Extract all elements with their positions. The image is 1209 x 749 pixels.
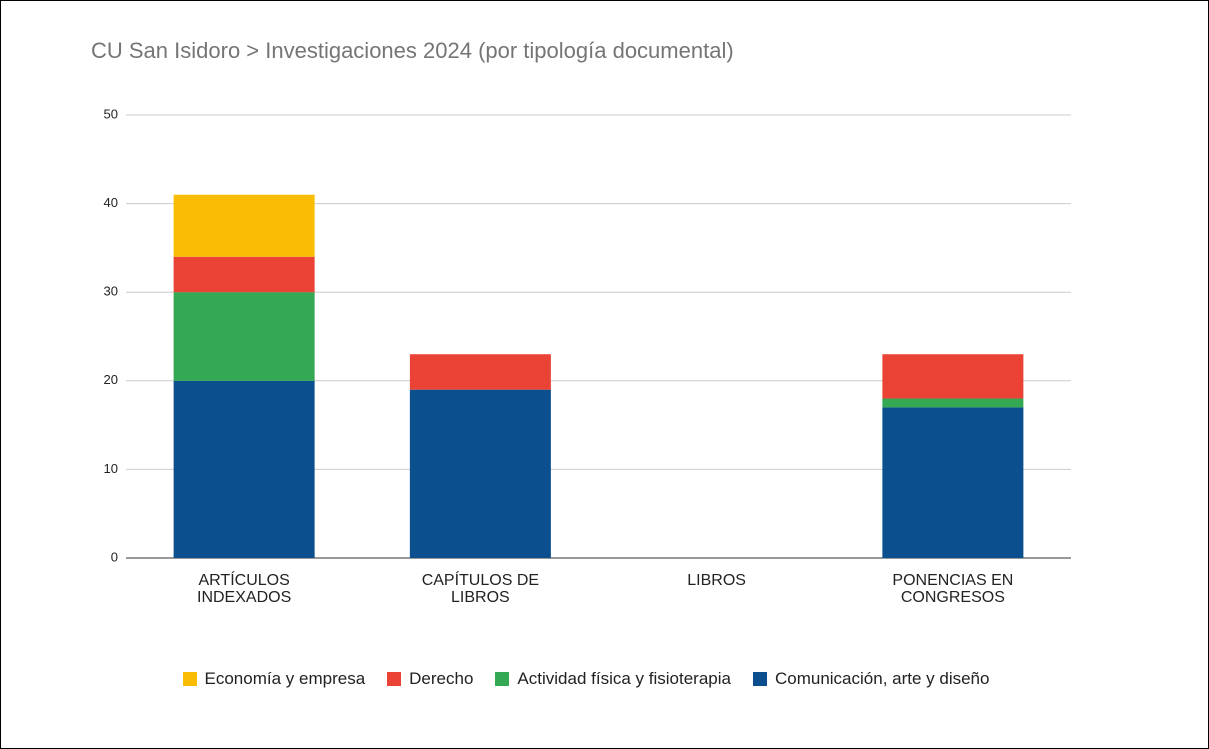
legend-item: Comunicación, arte y diseño <box>752 669 990 689</box>
legend-item: Actividad física y fisioterapia <box>495 669 731 689</box>
legend-label: Derecho <box>409 669 474 688</box>
legend-swatch <box>752 672 767 686</box>
bar-segment <box>173 194 315 257</box>
y-tick-label: 30 <box>104 284 118 299</box>
y-tick-label: 20 <box>104 372 118 387</box>
y-tick-label: 50 <box>104 106 118 121</box>
legend-label: Economía y empresa <box>204 669 366 688</box>
x-tick-label: LIBROS <box>687 572 746 589</box>
bar-segment <box>882 398 1024 408</box>
legend-item: Economía y empresa <box>182 669 366 689</box>
bar-segment <box>409 389 551 558</box>
y-tick-label: 10 <box>104 461 118 476</box>
legend: Economía y empresa Derecho Actividad físic… <box>1 669 1171 689</box>
bar-segment <box>173 380 315 558</box>
y-tick-label: 40 <box>104 195 118 210</box>
legend-label: Comunicación, arte y diseño <box>774 669 990 688</box>
legend-item: Derecho <box>387 669 473 689</box>
bar-segment <box>882 354 1024 399</box>
x-tick-label: PONENCIAS EN CONGRESOS <box>892 572 1014 606</box>
legend-swatch <box>387 672 402 686</box>
bar-segment <box>173 292 315 381</box>
bar-segment <box>882 407 1024 558</box>
x-tick-label: CAPÍTULOS DE LIBROS <box>421 572 540 606</box>
bar-segment <box>409 354 551 390</box>
legend-swatch <box>495 672 510 686</box>
y-tick-label: 0 <box>111 549 118 564</box>
legend-swatch <box>182 672 197 686</box>
legend-label: Actividad física y fisioterapia <box>517 669 731 688</box>
chart-title: CU San Isidoro > Investigaciones 2024 (p… <box>91 38 734 63</box>
x-tick-label: ARTÍCULOS INDEXADOS <box>197 572 292 606</box>
bar-segment <box>173 256 315 293</box>
